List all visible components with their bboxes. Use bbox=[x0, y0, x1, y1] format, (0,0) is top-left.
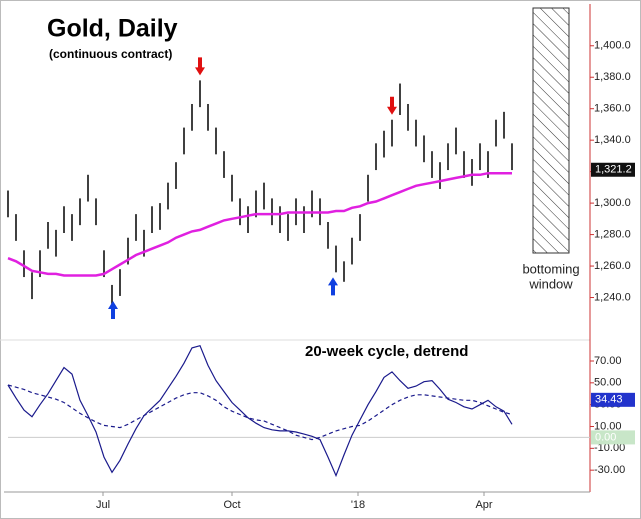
arrow bbox=[195, 57, 205, 76]
x-tick-label: Jul bbox=[96, 499, 110, 511]
oscillator-title: 20-week cycle, detrend bbox=[305, 343, 468, 360]
y-tick-label: 70.00 bbox=[594, 355, 622, 367]
y-tick-label: 1,360.0 bbox=[594, 103, 631, 115]
y-tick-label: 1,280.0 bbox=[594, 228, 631, 240]
y-tick-label: 1,240.0 bbox=[594, 291, 631, 303]
bottoming-window bbox=[532, 7, 570, 254]
arrow bbox=[328, 277, 338, 296]
y-tick-label: 50.00 bbox=[594, 377, 622, 389]
chart-subtitle: (continuous contract) bbox=[49, 47, 172, 61]
y-tick-label: 1,260.0 bbox=[594, 260, 631, 272]
series-line bbox=[7, 171, 512, 277]
y-tick-label: 1,300.0 bbox=[594, 197, 631, 209]
series-line bbox=[7, 384, 513, 441]
last-value-box bbox=[591, 430, 635, 445]
y-tick-label: 1,400.0 bbox=[594, 40, 631, 52]
x-tick-label: Apr bbox=[475, 499, 492, 511]
chart-title: Gold, Daily bbox=[47, 15, 178, 43]
last-price-label: 1,321.2 bbox=[595, 164, 632, 176]
y-tick-label: 1,380.0 bbox=[594, 71, 631, 83]
last-value-label: 34.43 bbox=[595, 394, 623, 406]
window-label: bottoming bbox=[522, 261, 579, 276]
y-tick-label: 1,340.0 bbox=[594, 134, 631, 146]
arrow bbox=[108, 300, 118, 319]
last-value-label: 0.00 bbox=[595, 431, 616, 443]
x-tick-label: '18 bbox=[351, 499, 365, 511]
y-tick-label: -30.00 bbox=[594, 464, 625, 476]
window-label: window bbox=[528, 276, 573, 291]
series-line bbox=[7, 344, 513, 478]
last-value-box bbox=[591, 392, 635, 407]
y-tick-label: -10.00 bbox=[594, 442, 625, 454]
arrow bbox=[387, 96, 397, 115]
y-tick-label: 10.00 bbox=[594, 420, 622, 432]
last-price-box bbox=[591, 162, 635, 177]
x-tick-label: Oct bbox=[223, 499, 240, 511]
